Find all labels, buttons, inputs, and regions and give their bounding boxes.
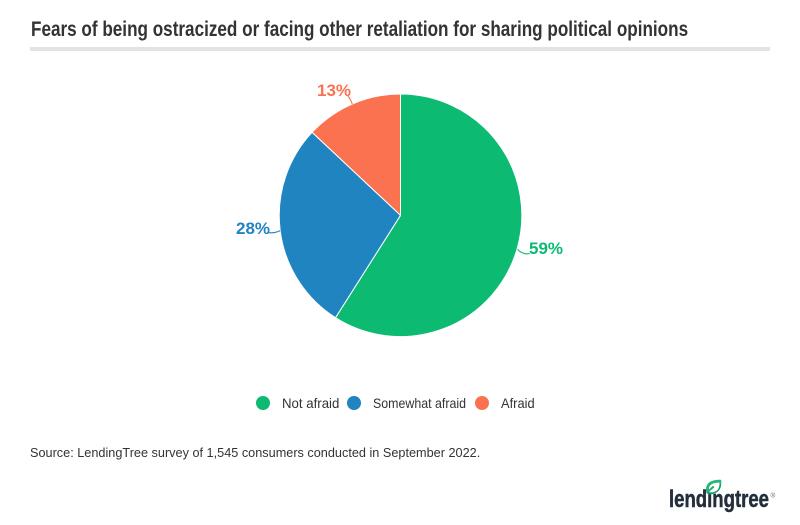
svg-text:®: ® <box>771 492 776 500</box>
